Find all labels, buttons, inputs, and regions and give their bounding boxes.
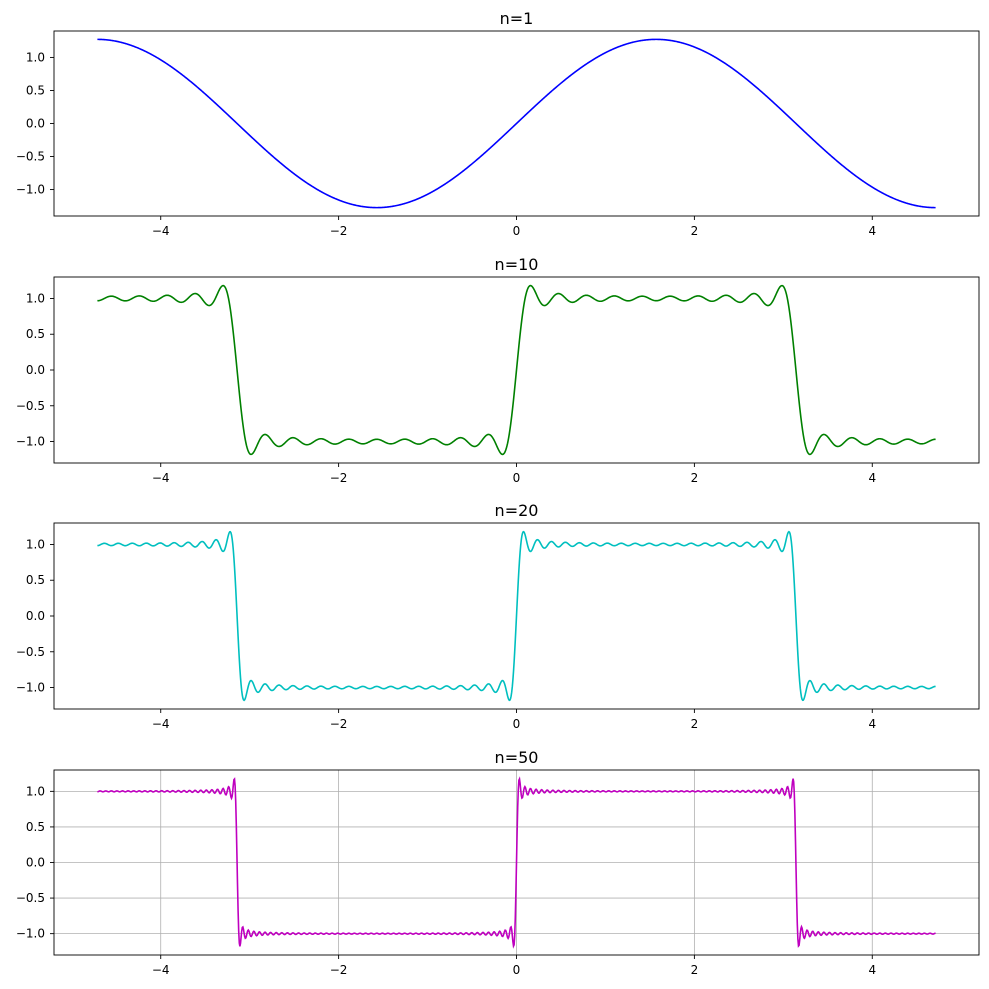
y-tick-label: 1.0 — [26, 50, 45, 64]
x-tick-label: 4 — [868, 963, 876, 977]
y-tick-label: −0.5 — [16, 399, 45, 413]
x-tick-label: 2 — [691, 224, 699, 238]
x-tick-label: −4 — [152, 717, 170, 731]
y-tick-label: 0.0 — [26, 609, 45, 623]
x-tick-label: 2 — [691, 963, 699, 977]
y-tick-label: −1.0 — [16, 183, 45, 197]
x-tick-label: −2 — [330, 224, 348, 238]
y-tick-label: 1.0 — [26, 784, 45, 798]
series-line — [97, 38, 936, 209]
y-tick-label: 0.0 — [26, 363, 45, 377]
y-tick-label: 0.5 — [26, 820, 45, 834]
x-tick-label: −2 — [330, 717, 348, 731]
y-tick-label: 1.0 — [26, 537, 45, 551]
x-tick-label: 2 — [691, 471, 699, 485]
x-tick-label: −4 — [152, 224, 170, 238]
x-tick-label: 4 — [868, 224, 876, 238]
series-line — [97, 530, 936, 702]
y-tick-label: 1.0 — [26, 291, 45, 305]
y-tick-label: −1.0 — [16, 681, 45, 695]
x-tick-label: −2 — [330, 471, 348, 485]
subplot-title: n=20 — [495, 501, 539, 520]
x-tick-label: 4 — [868, 471, 876, 485]
x-tick-label: 0 — [513, 717, 521, 731]
x-tick-label: 0 — [513, 471, 521, 485]
subplot-title: n=10 — [495, 255, 539, 274]
y-tick-label: 0.5 — [26, 327, 45, 341]
x-tick-label: −4 — [152, 963, 170, 977]
series-line — [97, 284, 936, 456]
subplot-1: n=1 −4 −2 0 2 4 1.0 0.5 0.0 −0.5 −1.0 — [16, 9, 980, 238]
x-tick-label: −2 — [330, 963, 348, 977]
x-tick-label: 0 — [513, 224, 521, 238]
y-tick-label: −0.5 — [16, 891, 45, 905]
series-line — [97, 776, 936, 949]
y-tick-label: 0.0 — [26, 117, 45, 131]
y-tick-label: −1.0 — [16, 435, 45, 449]
subplot-3: n=20 −4 −2 0 2 4 1.0 0.5 0.0 −0.5 −1.0 — [16, 501, 980, 731]
y-tick-label: 0.0 — [26, 856, 45, 870]
subplot-title: n=1 — [500, 9, 534, 28]
y-tick-label: 0.5 — [26, 83, 45, 97]
x-tick-label: 0 — [513, 963, 521, 977]
subplot-2: n=10 −4 −2 0 2 4 1.0 0.5 0.0 −0.5 −1.0 — [16, 255, 980, 485]
y-tick-label: −1.0 — [16, 927, 45, 941]
y-tick-label: −0.5 — [16, 645, 45, 659]
y-tick-label: −0.5 — [16, 150, 45, 164]
subplot-title: n=50 — [495, 748, 539, 767]
x-tick-label: −4 — [152, 471, 170, 485]
subplot-4: n=50 −4 −2 0 2 4 1.0 0.5 0.0 −0.5 −1.0 — [16, 748, 980, 977]
x-tick-label: 2 — [691, 717, 699, 731]
x-tick-label: 4 — [868, 717, 876, 731]
y-tick-label: 0.5 — [26, 573, 45, 587]
